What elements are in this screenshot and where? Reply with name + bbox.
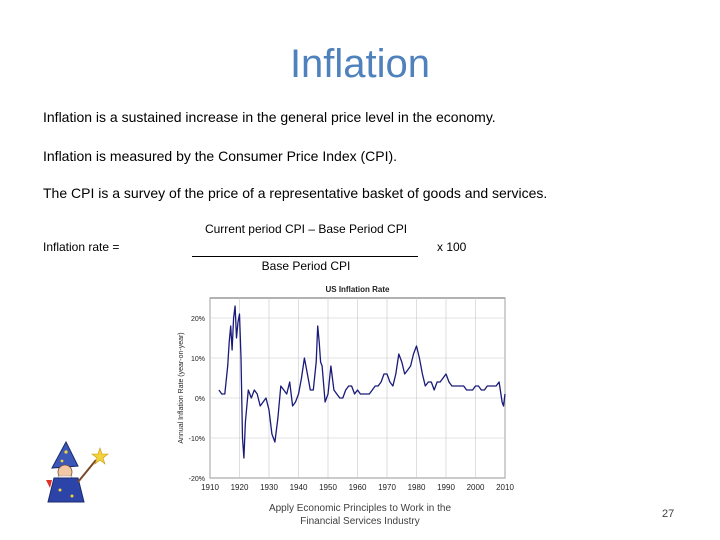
formula-multiplier: x 100 bbox=[437, 240, 467, 254]
x-tick-label: 1950 bbox=[319, 483, 337, 492]
wizard-clipart bbox=[46, 440, 109, 503]
y-axis-label: Annual Inflation Rate (year-on-year) bbox=[178, 332, 185, 443]
y-tick-label: -20% bbox=[189, 476, 205, 483]
x-tick-label: 2000 bbox=[467, 483, 485, 492]
y-tick-label: -10% bbox=[189, 436, 205, 443]
measurement-text: Inflation is measured by the Consumer Pr… bbox=[43, 148, 398, 164]
definition-text: Inflation is a sustained increase in the… bbox=[43, 109, 496, 125]
formula-denominator: Base Period CPI bbox=[261, 259, 351, 273]
cpi-description-text: The CPI is a survey of the price of a re… bbox=[43, 185, 548, 201]
inflation-chart: 1910 1920 1930 1940 1950 1960 1970 1980 1990 2000… bbox=[178, 285, 514, 492]
slide-footer: Apply Economic Principles to Work in the… bbox=[268, 503, 452, 527]
chart-title: US Inflation Rate bbox=[325, 285, 390, 294]
x-tick-label: 1940 bbox=[290, 483, 308, 492]
x-tick-label: 1910 bbox=[201, 483, 219, 492]
x-tick-label: 1970 bbox=[378, 483, 396, 492]
x-tick-label: 2010 bbox=[496, 483, 514, 492]
formula-numerator: Current period CPI – Base Period CPI bbox=[204, 222, 408, 236]
x-tick-label: 1980 bbox=[408, 483, 426, 492]
x-tick-label: 1960 bbox=[349, 483, 367, 492]
page-number: 27 bbox=[662, 508, 675, 520]
x-tick-label: 1920 bbox=[231, 483, 249, 492]
fraction-bar bbox=[192, 256, 418, 257]
y-tick-label: 0% bbox=[195, 396, 205, 403]
x-tick-label: 1990 bbox=[437, 483, 455, 492]
y-tick-label: 20% bbox=[191, 316, 205, 323]
inflation-series-line bbox=[218, 305, 506, 459]
y-tick-label: 10% bbox=[191, 356, 205, 363]
slide-title: Inflation bbox=[289, 42, 431, 86]
x-tick-label: 1930 bbox=[260, 483, 278, 492]
formula-label: Inflation rate = bbox=[43, 240, 120, 254]
